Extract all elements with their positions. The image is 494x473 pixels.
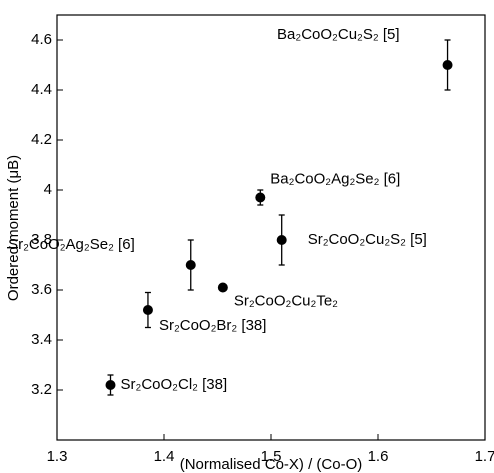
y-tick-label: 3.4 [31, 331, 52, 348]
y-tick-label: 3.8 [31, 231, 52, 248]
point [276, 235, 287, 245]
point [185, 260, 196, 270]
y-tick-label: 4.2 [31, 131, 52, 148]
y-tick-label: 4.6 [31, 31, 52, 48]
x-tick-label: 1.5 [261, 448, 282, 465]
point [105, 380, 116, 390]
point [442, 60, 453, 70]
point-label: Sr₂CoO₂Cu₂Te₂ [234, 292, 338, 309]
point [142, 305, 153, 315]
x-tick-label: 1.6 [368, 448, 389, 465]
point-label: Sr₂CoO₂Ag₂Se₂ [6] [8, 236, 135, 253]
x-tick-label: 1.4 [154, 448, 175, 465]
y-tick-label: 3.6 [31, 281, 52, 298]
point-label: Sr₂CoO₂Cu₂S₂ [5] [308, 231, 427, 248]
y-axis-label: Ordered moment (μB) [5, 155, 22, 301]
y-tick-label: 4 [44, 181, 52, 198]
x-axis-label: (Normalised Co-X) / (Co-O) [180, 456, 363, 473]
y-tick-label: 3.2 [31, 381, 52, 398]
x-tick-label: 1.7 [475, 448, 494, 465]
y-tick-label: 4.4 [31, 81, 52, 98]
point-label: Ba₂CoO₂Ag₂Se₂ [6] [270, 170, 400, 187]
point [255, 192, 266, 203]
point-label: Sr₂CoO₂Br₂ [38] [159, 317, 267, 334]
point-label: Sr₂CoO₂Cl₂ [38] [121, 376, 228, 393]
x-tick-label: 1.3 [47, 448, 68, 465]
point [217, 282, 228, 293]
point-label: Ba₂CoO₂Cu₂S₂ [5] [277, 26, 400, 43]
